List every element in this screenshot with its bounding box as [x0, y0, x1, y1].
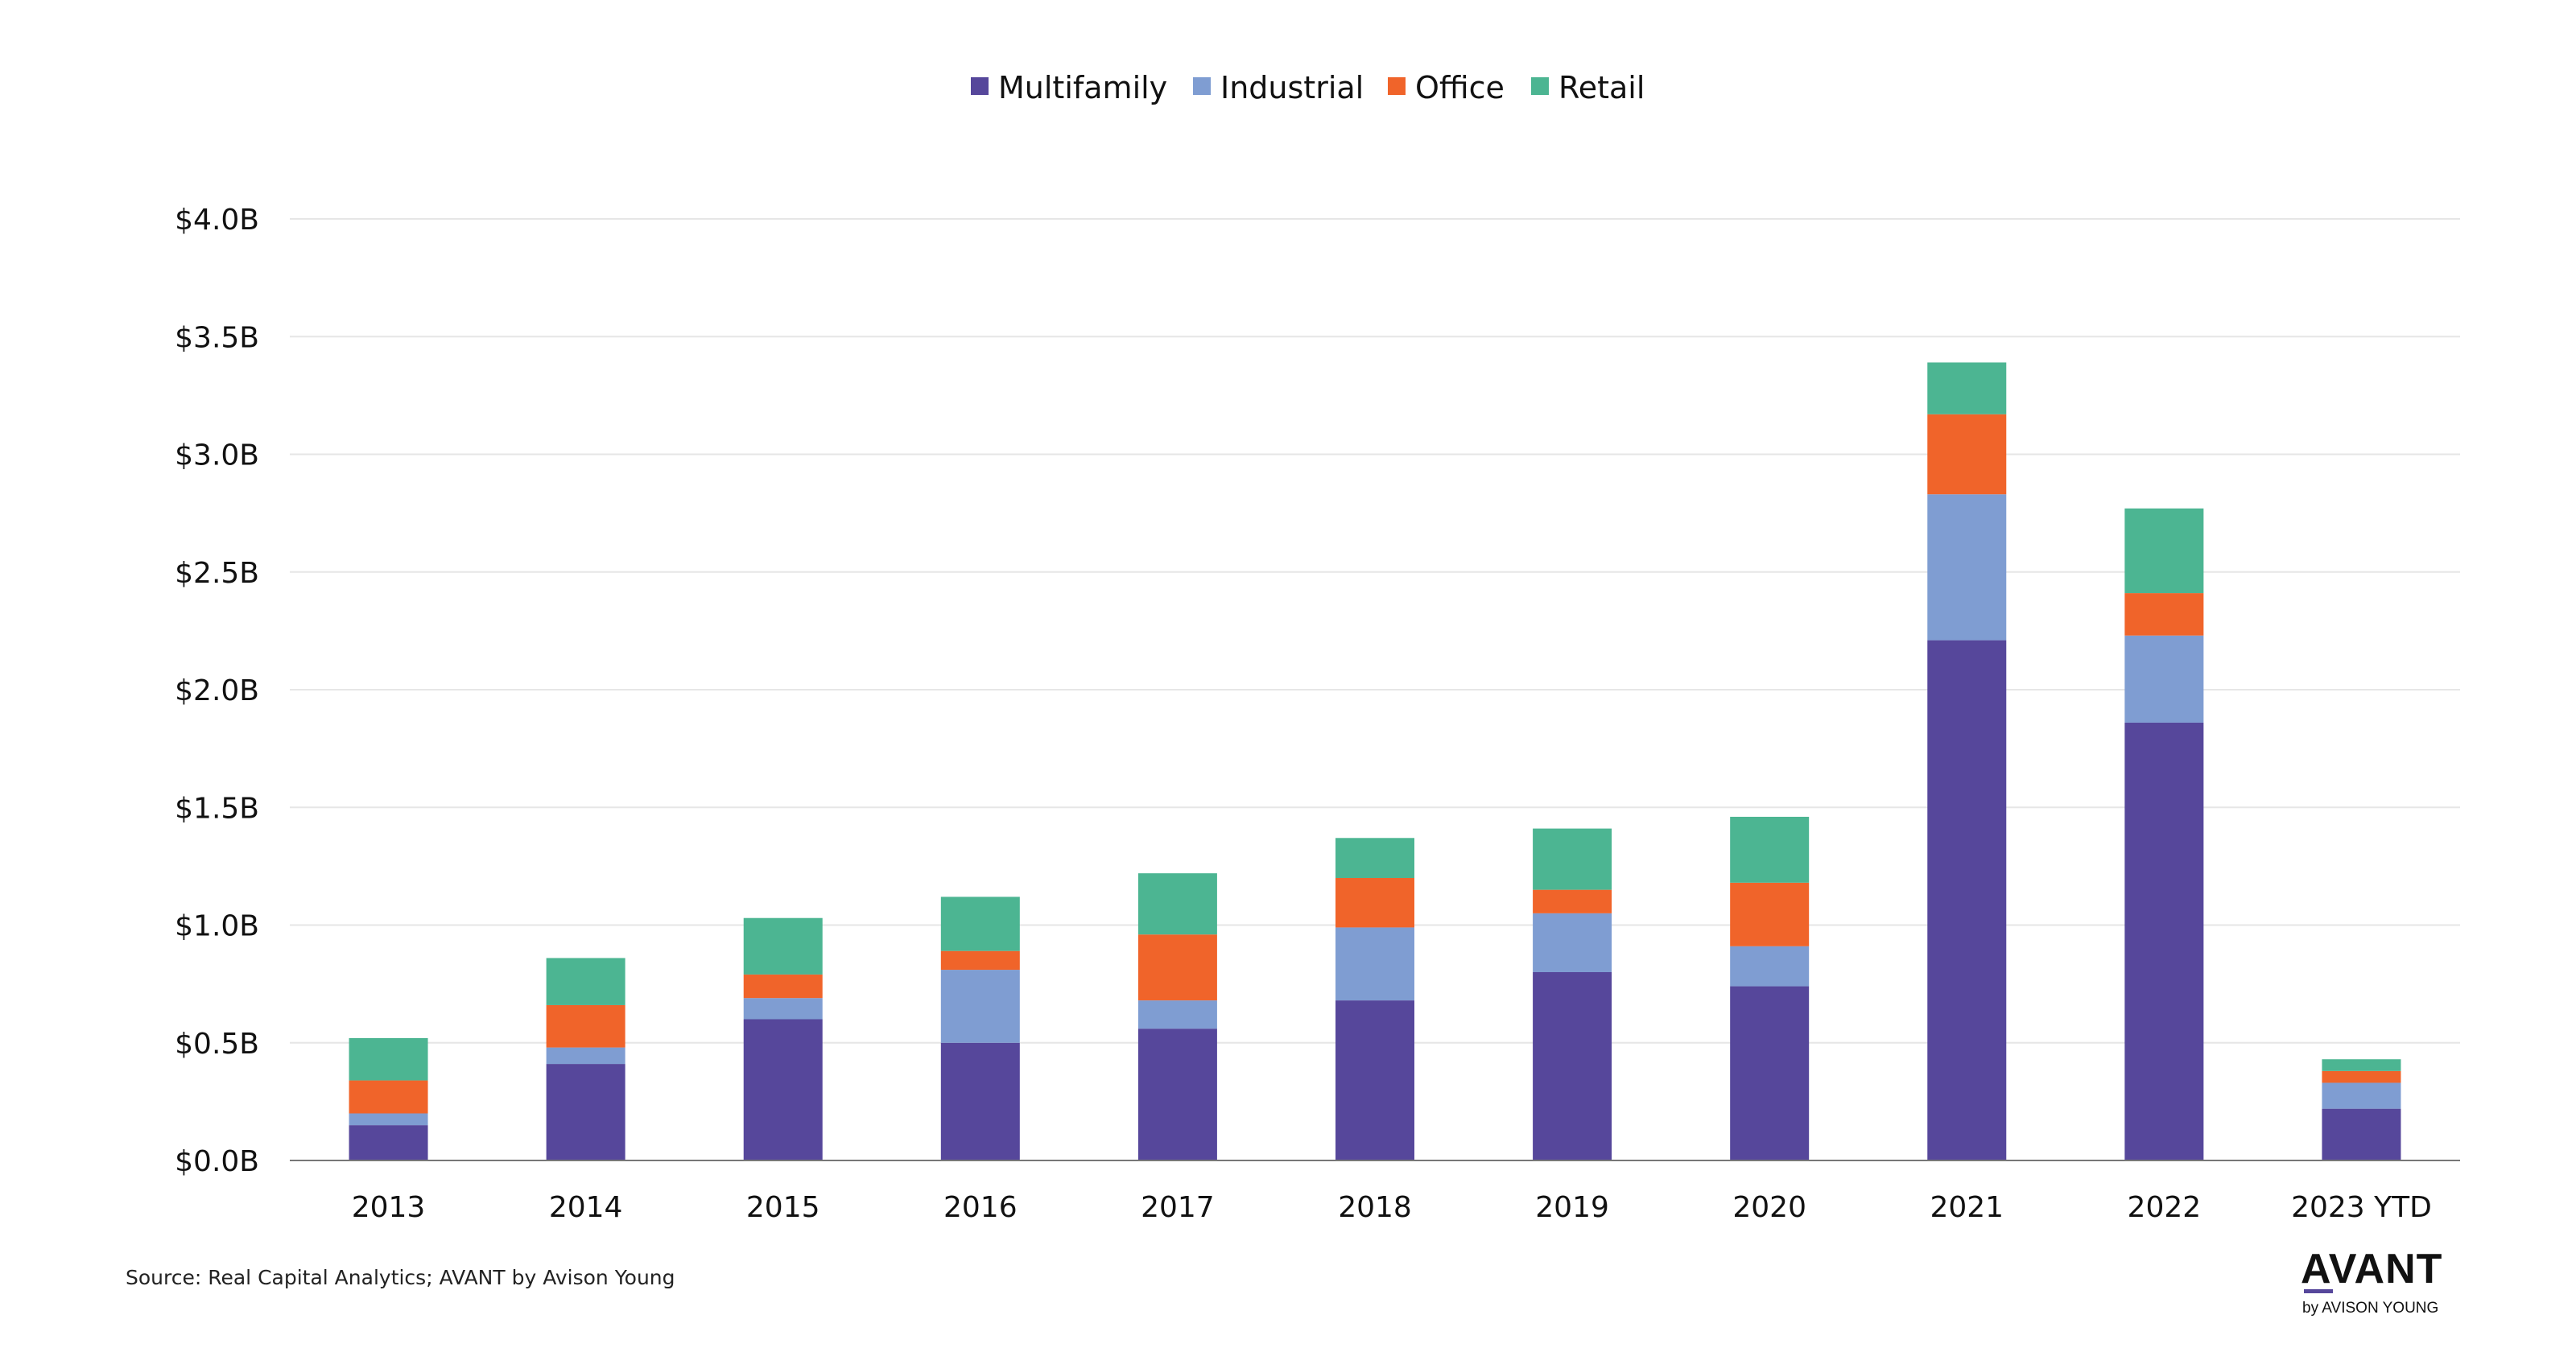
legend-label: Retail	[1558, 70, 1645, 105]
gridlines	[290, 218, 2460, 1044]
bar-industrial-2016	[940, 970, 1020, 1043]
x-tick-label: 2013	[352, 1191, 426, 1224]
bar-industrial-2014	[546, 1047, 625, 1065]
bar-retail-2013	[349, 1037, 428, 1081]
legend: Multifamily Industrial Office Retail	[971, 70, 1645, 105]
bar-office-2017	[1137, 934, 1217, 1001]
bar-retail-2017	[1137, 873, 1217, 935]
bar-industrial-2023-ytd	[2322, 1082, 2401, 1109]
bar-retail-2019	[1533, 828, 1612, 890]
bar-industrial-2021	[1927, 494, 2007, 641]
bar-industrial-2022	[2124, 635, 2204, 723]
legend-item-industrial: Industrial	[1193, 70, 1364, 105]
legend-item-office: Office	[1388, 70, 1505, 105]
bar-office-2018	[1335, 878, 1414, 928]
x-tick-label: 2015	[746, 1191, 820, 1224]
bar-multifamily-2016	[940, 1042, 1020, 1160]
bar-multifamily-2015	[743, 1019, 823, 1160]
legend-swatch	[1531, 77, 1549, 95]
bar-office-2022	[2124, 593, 2204, 636]
bar-office-2015	[743, 974, 823, 999]
y-tick-label: $0.0B	[175, 1145, 259, 1178]
bar-multifamily-2013	[349, 1125, 428, 1160]
bar-retail-2018	[1335, 838, 1414, 878]
bar-office-2014	[546, 1004, 625, 1048]
bar-multifamily-2023-ytd	[2322, 1108, 2401, 1160]
y-tick-label: $0.5B	[175, 1028, 259, 1061]
bar-retail-2020	[1730, 816, 1810, 883]
legend-swatch	[971, 77, 989, 95]
bar-industrial-2018	[1335, 927, 1414, 1001]
bar-retail-2023-ytd	[2322, 1059, 2401, 1071]
legend-label: Industrial	[1220, 70, 1364, 105]
bar-retail-2021	[1927, 362, 2007, 414]
y-tick-label: $1.0B	[175, 910, 259, 943]
avant-logo: AVANT by AVISON YOUNG	[2301, 1246, 2442, 1317]
x-tick-label: 2017	[1141, 1191, 1215, 1224]
bar-retail-2015	[743, 917, 823, 975]
y-tick-label: $3.0B	[175, 439, 259, 472]
bar-office-2021	[1927, 414, 2007, 495]
y-tick-label: $2.0B	[175, 674, 259, 707]
bar-office-2020	[1730, 882, 1810, 946]
bar-multifamily-2022	[2124, 722, 2204, 1160]
bar-retail-2014	[546, 958, 625, 1005]
bar-multifamily-2021	[1927, 640, 2007, 1160]
bar-industrial-2020	[1730, 946, 1810, 987]
x-tick-label: 2018	[1338, 1191, 1412, 1224]
bar-office-2016	[940, 950, 1020, 971]
legend-item-retail: Retail	[1531, 70, 1645, 105]
bar-multifamily-2018	[1335, 1000, 1414, 1160]
legend-label: Multifamily	[998, 70, 1167, 105]
bar-retail-2016	[940, 897, 1020, 951]
x-tick-label: 2014	[549, 1191, 623, 1224]
bar-multifamily-2019	[1533, 972, 1612, 1160]
source-note: Source: Real Capital Analytics; AVANT by…	[126, 1266, 675, 1289]
bar-office-2023-ytd	[2322, 1070, 2401, 1083]
bar-industrial-2015	[743, 998, 823, 1020]
x-tick-label: 2021	[1930, 1191, 2004, 1224]
bar-industrial-2017	[1137, 1000, 1217, 1029]
y-tick-label: $3.5B	[175, 321, 259, 354]
bar-retail-2022	[2124, 508, 2204, 594]
y-axis-tick-labels: $0.0B $0.5B $1.0B $1.5B $2.0B $2.5B $3.0B $3.5B…	[175, 204, 259, 1178]
x-tick-label: 2023 YTD	[2291, 1191, 2432, 1224]
legend-swatch	[1388, 77, 1406, 95]
x-tick-label: 2022	[2128, 1191, 2202, 1224]
logo-tagline: by AVISON YOUNG	[2302, 1300, 2438, 1317]
bar-office-2019	[1533, 889, 1612, 913]
bar-multifamily-2014	[546, 1064, 625, 1160]
x-tick-label: 2019	[1535, 1191, 1609, 1224]
bars	[349, 362, 2401, 1160]
legend-item-multifamily: Multifamily	[971, 70, 1167, 105]
x-tick-label: 2020	[1732, 1191, 1806, 1224]
legend-swatch	[1193, 77, 1211, 95]
y-tick-label: $2.5B	[175, 557, 259, 590]
logo-wordmark: AVANT	[2301, 1246, 2442, 1292]
x-tick-label: 2016	[943, 1191, 1018, 1224]
bar-multifamily-2020	[1730, 986, 1810, 1160]
y-tick-label: $1.5B	[175, 792, 259, 825]
legend-label: Office	[1415, 70, 1505, 105]
bar-industrial-2013	[349, 1113, 428, 1126]
bar-industrial-2019	[1533, 913, 1612, 972]
bar-multifamily-2017	[1137, 1028, 1217, 1160]
bar-office-2013	[349, 1080, 428, 1114]
logo-underline-mark	[2304, 1289, 2333, 1293]
x-axis-tick-labels: 2013 2014 2015 2016 2017 2018 2019 2020 2021 2022…	[352, 1191, 2432, 1224]
y-tick-label: $4.0B	[175, 204, 259, 237]
